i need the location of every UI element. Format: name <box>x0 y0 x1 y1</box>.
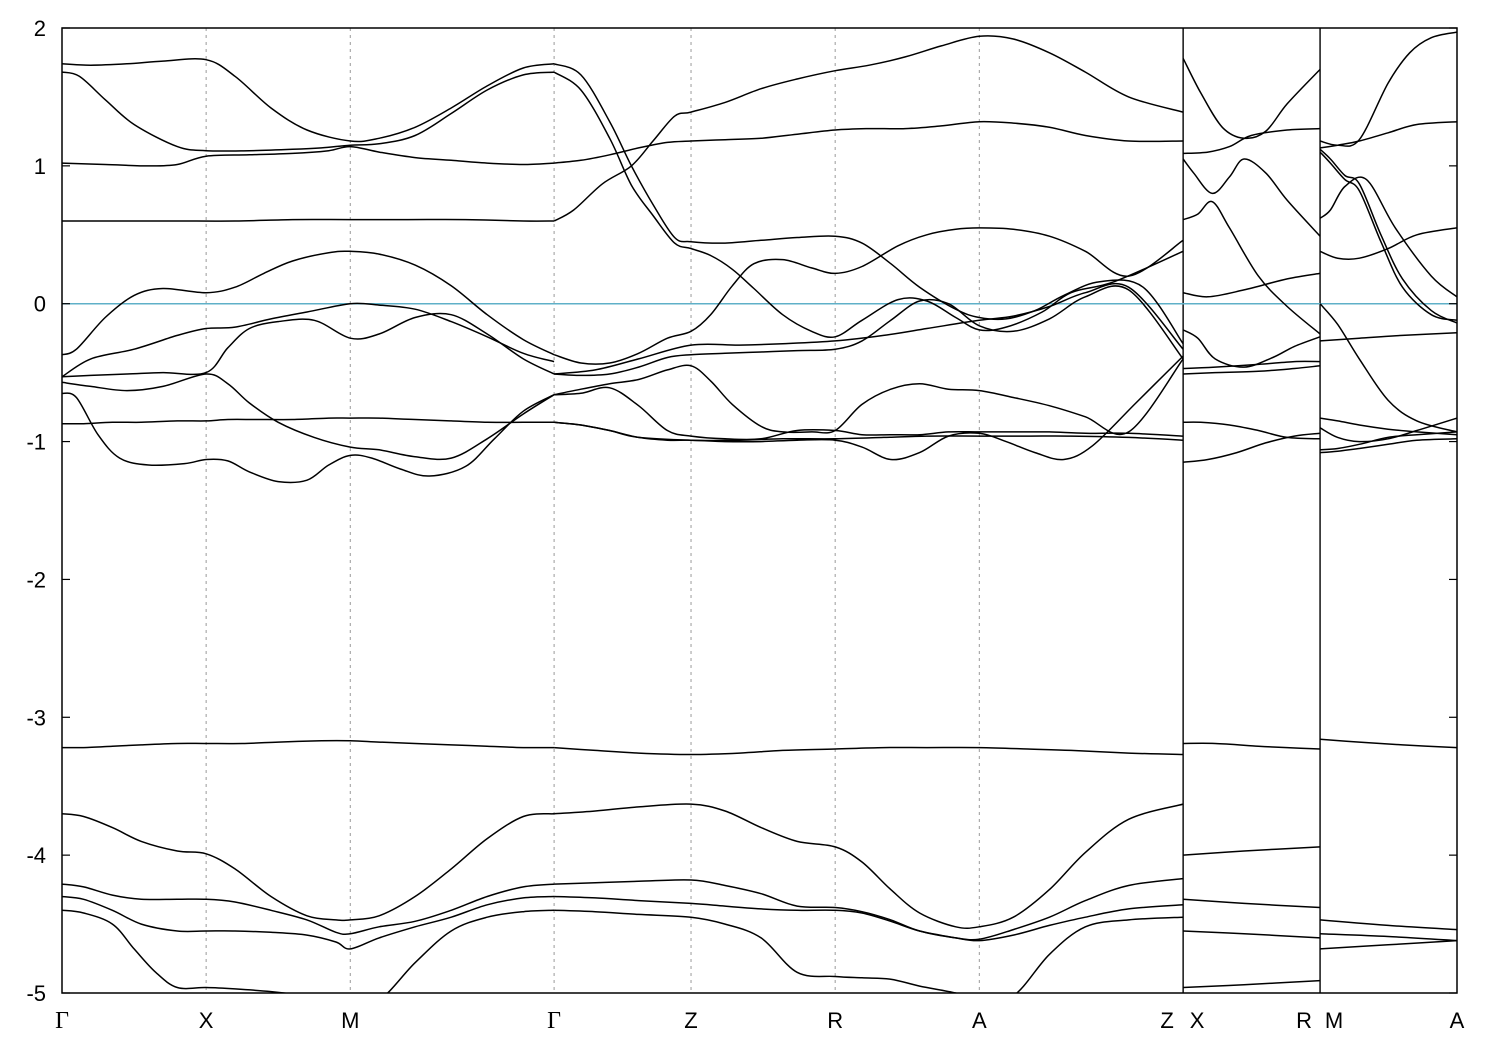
y-tick-label: -2 <box>26 567 46 592</box>
band-segment-29 <box>1182 272 1321 298</box>
y-tick-label: 1 <box>34 154 46 179</box>
band-segment-49 <box>62 883 555 936</box>
band-segment-52 <box>554 895 1184 942</box>
kpoint-label: Γ <box>547 1008 561 1034</box>
y-tick-label: -4 <box>26 843 46 868</box>
y-tick-label: -1 <box>26 430 46 455</box>
band-segment-30 <box>1182 329 1321 368</box>
band-segment-14 <box>62 392 555 484</box>
band-segment-35 <box>1319 31 1457 147</box>
band-segment-50 <box>554 877 1184 941</box>
band-segment-38 <box>1319 151 1457 322</box>
y-tick-label: -3 <box>26 705 46 730</box>
kpoint-label: A <box>1450 1008 1465 1033</box>
kpoint-label: A <box>972 1008 987 1033</box>
band-segment-12 <box>62 312 555 378</box>
band-segment-11 <box>62 302 555 378</box>
kpoint-label: M <box>1325 1008 1343 1033</box>
band-segment-7 <box>62 71 555 152</box>
band-segment-56 <box>1183 898 1321 909</box>
band-segment-18 <box>553 71 1184 338</box>
y-tick-label: 2 <box>34 16 46 41</box>
band-segment-24 <box>554 355 1184 461</box>
kpoint-label: Z <box>684 1008 697 1033</box>
band-segment-5 <box>554 421 1184 442</box>
band-segment-27 <box>1182 158 1321 237</box>
grid-lines <box>205 28 1321 993</box>
band-segment-28 <box>1182 200 1321 335</box>
band-segment-45 <box>1320 431 1457 451</box>
band-segment-21 <box>554 285 1184 377</box>
band-segment-34 <box>1183 432 1321 464</box>
kpoint-label: Γ <box>55 1008 69 1034</box>
band-segment-59 <box>1320 919 1457 931</box>
band-segment-19 <box>553 227 1184 365</box>
kpoint-label: R <box>827 1008 843 1033</box>
band-segment-2 <box>1183 742 1321 750</box>
kpoint-label: X <box>199 1008 214 1033</box>
band-segment-46 <box>1320 438 1457 454</box>
band-segment-37 <box>1319 148 1457 324</box>
band-segment-17 <box>553 63 1184 345</box>
band-segment-61 <box>1320 939 1457 950</box>
y-axis-ticks: 2 1 0 -1 -2 -3 -4 -5 <box>26 16 1457 1006</box>
band-segment-0 <box>62 739 555 749</box>
band-segment-47 <box>62 812 555 922</box>
band-segment-10 <box>62 250 555 356</box>
band-segment-54 <box>554 909 1184 993</box>
band-segment-51 <box>62 895 555 950</box>
plot-border <box>61 27 1458 994</box>
band-segment-42 <box>1320 331 1457 342</box>
kpoint-label: M <box>341 1008 359 1033</box>
band-segment-58 <box>1183 979 1321 989</box>
kpoint-label: R <box>1296 1008 1312 1033</box>
kpoint-label: X <box>1190 1008 1205 1033</box>
y-tick-label: 0 <box>34 292 46 317</box>
band-segment-1 <box>554 746 1184 756</box>
band-segment-25 <box>1182 57 1321 140</box>
band-segment-31 <box>1183 360 1321 370</box>
band-segment-55 <box>1183 846 1321 856</box>
band-segment-3 <box>1320 738 1457 749</box>
band-segment-22 <box>553 358 1184 435</box>
band-segment-23 <box>554 386 1184 441</box>
band-segment-6 <box>62 58 555 143</box>
band-segment-20 <box>554 282 1184 375</box>
y-tick-label: -5 <box>26 981 46 1006</box>
band-segment-9 <box>62 218 555 222</box>
band-segment-41 <box>1319 303 1457 433</box>
band-segment-8 <box>62 145 555 167</box>
band-segment-39 <box>1319 176 1457 298</box>
band-segment-36 <box>1319 120 1457 149</box>
band-segment-57 <box>1183 930 1321 939</box>
kpoint-label: Z <box>1160 1008 1173 1033</box>
band-curves <box>62 31 1457 993</box>
band-segment-16 <box>553 35 1184 222</box>
band-segment-40 <box>1319 227 1457 260</box>
plot-frame <box>61 27 1458 994</box>
band-segment-48 <box>554 803 1184 930</box>
band-segment-60 <box>1320 932 1457 942</box>
band-segment-26 <box>1183 127 1321 155</box>
band-segment-53 <box>62 909 555 993</box>
band-segment-15 <box>554 120 1184 164</box>
band-segment-32 <box>1183 365 1321 375</box>
band-segment-43 <box>1319 417 1457 436</box>
band-segment-33 <box>1183 421 1321 440</box>
band-segment-13 <box>62 373 555 461</box>
band-segment-4 <box>62 417 555 425</box>
